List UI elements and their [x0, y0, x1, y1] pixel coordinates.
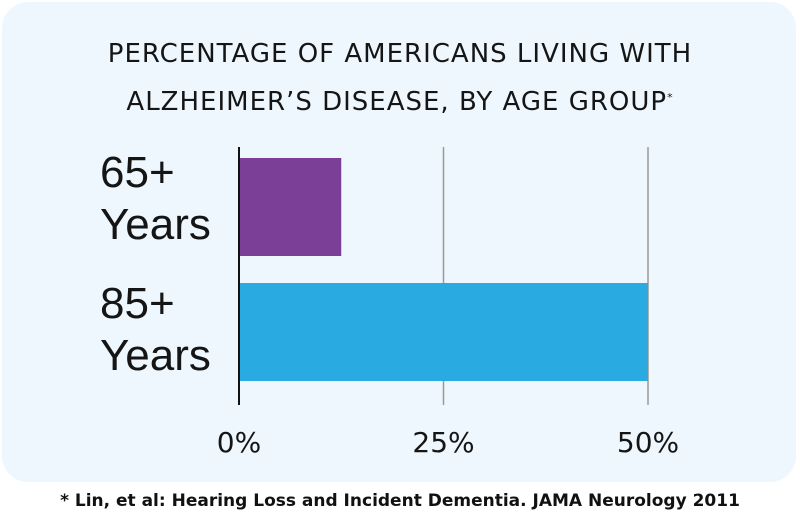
x-tick-label-25: 25%: [412, 426, 474, 459]
title-footnote-marker: *: [667, 91, 674, 104]
chart-title-line-2-text: ALZHEIMER’S DISEASE, BY AGE GROUP: [126, 87, 668, 117]
bar-1: [239, 283, 648, 381]
bar-0: [239, 158, 342, 256]
source-footnote: * Lin, et al: Hearing Loss and Incident …: [60, 491, 740, 511]
chart-title: PERCENTAGE OF AMERICANS LIVING WITH ALZH…: [0, 30, 800, 126]
chart-card: [2, 2, 796, 482]
category-label-85-line2: Years: [100, 331, 211, 380]
chart-title-line-2: ALZHEIMER’S DISEASE, BY AGE GROUP*: [0, 78, 800, 126]
category-label-85-line1: 85+: [100, 279, 175, 328]
x-tick-label-0: 0%: [217, 426, 261, 459]
x-tick-label-50: 50%: [617, 426, 679, 459]
category-label-85: 85+ Years: [100, 278, 211, 382]
category-label-65-line1: 65+: [100, 148, 175, 197]
category-label-65: 65+ Years: [100, 147, 211, 251]
chart-title-line-1: PERCENTAGE OF AMERICANS LIVING WITH: [107, 39, 693, 69]
category-label-65-line2: Years: [100, 200, 211, 249]
